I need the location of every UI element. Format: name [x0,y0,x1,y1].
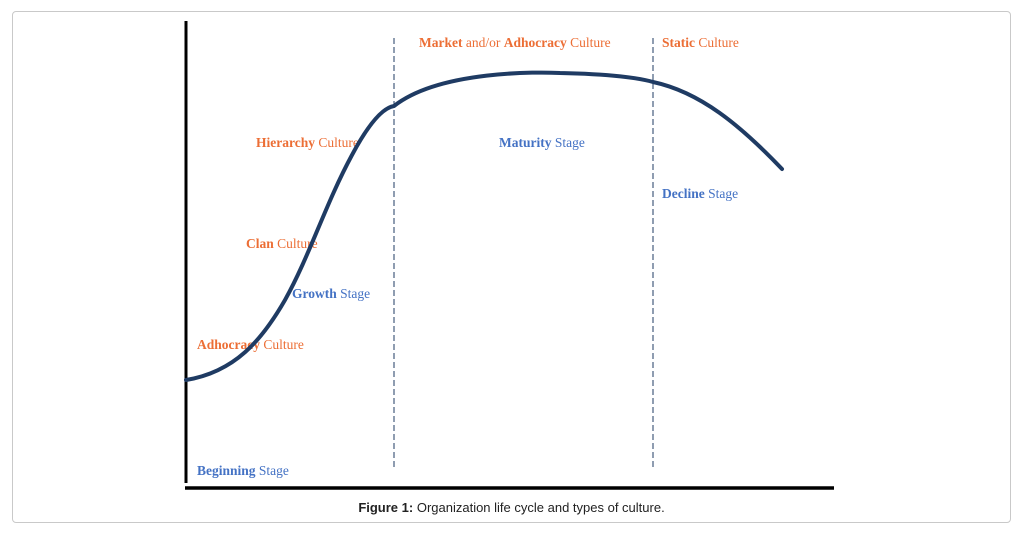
growth-stage-label: Growth Stage [292,286,370,301]
adhocracy-culture-label: Adhocracy Culture [197,337,304,352]
maturity-stage-label: Maturity Stage [499,135,585,150]
life-cycle-curve [184,70,784,382]
caption-text: Organization life cycle and types of cul… [413,500,665,515]
figure-frame [12,11,1011,523]
static-culture-label: Static Culture [662,35,739,50]
beginning-stage-label: Beginning Stage [197,463,289,478]
decline-stage-label: Decline Stage [662,186,738,201]
market-adhocracy-culture-label: Market and/or Adhocracy Culture [419,35,611,50]
caption-label: Figure 1: [358,500,414,515]
hierarchy-culture-label: Hierarchy Culture [256,135,359,150]
figure-caption: Figure 1: Organization life cycle and ty… [0,500,1023,515]
clan-culture-label: Clan Culture [246,236,318,251]
